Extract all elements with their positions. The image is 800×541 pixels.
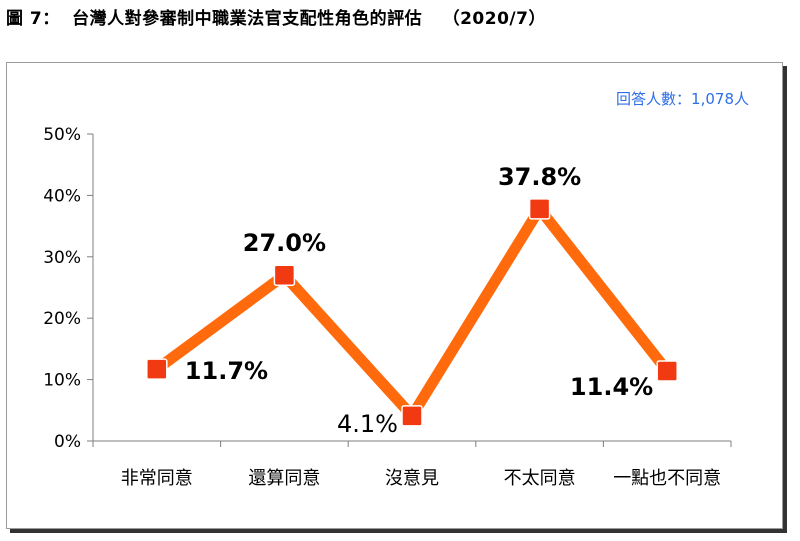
data-label: 37.8% <box>498 163 581 191</box>
x-category-label: 不太同意 <box>504 468 576 489</box>
data-label: 11.4% <box>570 373 653 401</box>
figure-title: 圖 7： 台灣人對參審制中職業法官支配性角色的評估 （2020/7） <box>6 4 546 29</box>
y-tick-label: 40% <box>43 186 81 206</box>
y-tick-label: 50% <box>43 125 81 145</box>
y-tick-label: 0% <box>54 432 81 452</box>
series-layer: 11.7% 27.0% 4.1% 37.8% 11.4% <box>146 163 678 438</box>
y-tick-label: 30% <box>43 248 81 268</box>
y-tick-label: 20% <box>43 309 81 329</box>
figure-date: （2020/7） <box>442 9 546 29</box>
x-category-label: 沒意見 <box>385 468 439 489</box>
x-category-label: 還算同意 <box>248 468 320 489</box>
data-label: 4.1% <box>337 410 398 438</box>
data-point <box>528 198 551 220</box>
data-point <box>273 264 296 286</box>
x-category-label: 非常同意 <box>121 468 193 489</box>
data-point <box>401 405 423 427</box>
chart-frame: 回答人數：1,078人 0% 10% 20% 30% 40% 50% 非常同意 還算同意 沒意見… <box>6 62 783 529</box>
data-point <box>146 358 168 380</box>
line-chart: 回答人數：1,078人 0% 10% 20% 30% 40% 50% 非常同意 還算同意 沒意見… <box>43 90 749 489</box>
figure-title-text: 台灣人對參審制中職業法官支配性角色的評估 <box>72 9 423 29</box>
axes: 0% 10% 20% 30% 40% 50% 非常同意 還算同意 沒意見 不太同意 一點也不同意 <box>43 125 732 489</box>
data-label: 11.7% <box>185 357 268 385</box>
figure-label: 圖 7： <box>6 9 60 29</box>
respondents-note: 回答人數：1,078人 <box>616 90 749 108</box>
data-point <box>656 360 678 382</box>
x-category-label: 一點也不同意 <box>613 468 721 489</box>
y-tick-label: 10% <box>43 371 81 391</box>
data-label: 27.0% <box>243 229 326 257</box>
